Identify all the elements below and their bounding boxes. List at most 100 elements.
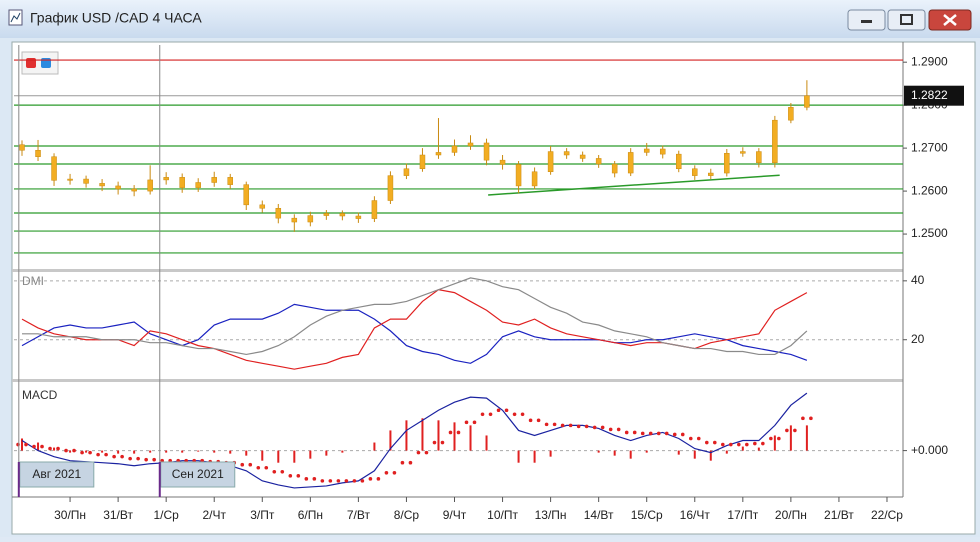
x-tick-label: 6/Пн: [298, 508, 323, 522]
histogram-bar: [341, 450, 344, 453]
signal-dot: [496, 408, 501, 413]
signal-dot: [528, 418, 533, 423]
period-box: [160, 461, 236, 488]
candle-body: [659, 148, 666, 155]
candle-body: [740, 151, 746, 154]
signal-dot: [128, 456, 132, 461]
signal-dot: [737, 442, 741, 447]
signal-dot: [280, 469, 285, 474]
signal-dot: [721, 442, 725, 447]
color-toggle[interactable]: [21, 51, 59, 75]
signal-dot: [32, 444, 36, 449]
window-buttons: [847, 9, 972, 31]
candle-body: [211, 177, 217, 183]
histogram-bar: [53, 447, 56, 451]
candle-body: [67, 178, 73, 181]
histogram-bar: [437, 420, 440, 451]
signal-dot: [376, 477, 381, 481]
histogram-bar: [405, 420, 408, 451]
candle-body: [531, 171, 538, 187]
signal-dot: [688, 436, 693, 441]
last-price-label: 1.2822: [911, 88, 948, 102]
signal-dot: [400, 460, 405, 465]
histogram-bar: [789, 425, 792, 451]
histogram-bar: [453, 422, 456, 451]
y-tick-label: 1.2900: [911, 54, 948, 68]
signal-dot: [24, 442, 28, 447]
y-tick-label: +0.000: [911, 443, 948, 457]
x-tick-label: 21/Вт: [824, 508, 854, 522]
histogram-bar: [133, 450, 136, 454]
candle-body: [515, 164, 522, 187]
signal-dot: [296, 474, 301, 478]
x-tick-label: 16/Чт: [680, 508, 711, 522]
signal-dot: [320, 479, 325, 483]
histogram-bar: [805, 425, 808, 451]
histogram-bar: [325, 450, 328, 456]
indicator-line: [21, 303, 808, 364]
candle-body: [756, 151, 762, 163]
candle-body: [675, 153, 682, 169]
signal-dot: [392, 470, 397, 475]
signal-dot: [560, 423, 565, 428]
signal-dot: [64, 448, 68, 453]
signal-dot: [729, 442, 733, 447]
signal-dot: [424, 450, 429, 455]
signal-dot: [648, 431, 653, 436]
signal-dot: [480, 412, 485, 417]
histogram-bar: [229, 450, 232, 454]
x-tick-label: 2/Чт: [202, 508, 226, 522]
histogram-bar: [245, 450, 248, 456]
histogram-bar: [533, 450, 536, 463]
signal-dot: [632, 430, 637, 435]
signal-dot: [664, 431, 669, 436]
histogram-bar: [549, 450, 552, 457]
x-tick-label: 20/Пн: [775, 508, 807, 522]
panel-title: DMI: [22, 274, 44, 288]
histogram-bar: [21, 438, 24, 451]
signal-dot: [456, 430, 461, 435]
x-tick-label: 14/Вт: [584, 508, 614, 522]
histogram-bar: [709, 450, 712, 461]
signal-dot: [440, 440, 445, 445]
x-tick-label: 22/Ср: [871, 508, 903, 522]
signal-dot: [136, 456, 140, 461]
signal-dot: [576, 424, 581, 429]
histogram-bar: [629, 450, 632, 459]
signal-dot: [368, 477, 373, 481]
signal-dot: [256, 465, 261, 470]
candle-body: [483, 142, 490, 161]
maximize-button[interactable]: [887, 9, 926, 31]
y-tick-label: 1.2600: [911, 183, 948, 197]
candle-body: [291, 217, 298, 223]
histogram-bar: [517, 450, 520, 463]
candle-body: [627, 152, 634, 174]
signal-dot: [536, 418, 541, 423]
period-label: Сен 2021: [172, 467, 224, 481]
signal-dot: [584, 424, 589, 429]
signal-dot: [544, 422, 549, 427]
chart-area: [11, 41, 976, 535]
histogram-bar: [165, 450, 168, 453]
signal-dot: [769, 436, 773, 441]
signal-dot: [464, 420, 469, 425]
histogram-bar: [693, 450, 696, 459]
signal-dot: [801, 416, 805, 421]
y-tick-label: 40: [911, 273, 925, 287]
candle-body: [323, 213, 330, 216]
panel-title: MACD: [22, 388, 58, 402]
window-title: График USD /CAD 4 ЧАСА: [30, 10, 202, 26]
panel-divider: [12, 379, 903, 382]
histogram-bar: [117, 450, 120, 454]
candle-body: [643, 148, 650, 153]
signal-dot: [520, 412, 525, 417]
signal-dot: [360, 479, 365, 483]
histogram-bar: [149, 450, 152, 453]
x-tick-label: 31/Вт: [103, 508, 133, 522]
signal-dot: [753, 441, 757, 446]
signal-dot: [432, 440, 437, 445]
signal-dot: [312, 477, 317, 481]
histogram-bar: [293, 450, 296, 463]
signal-dot: [48, 446, 52, 451]
